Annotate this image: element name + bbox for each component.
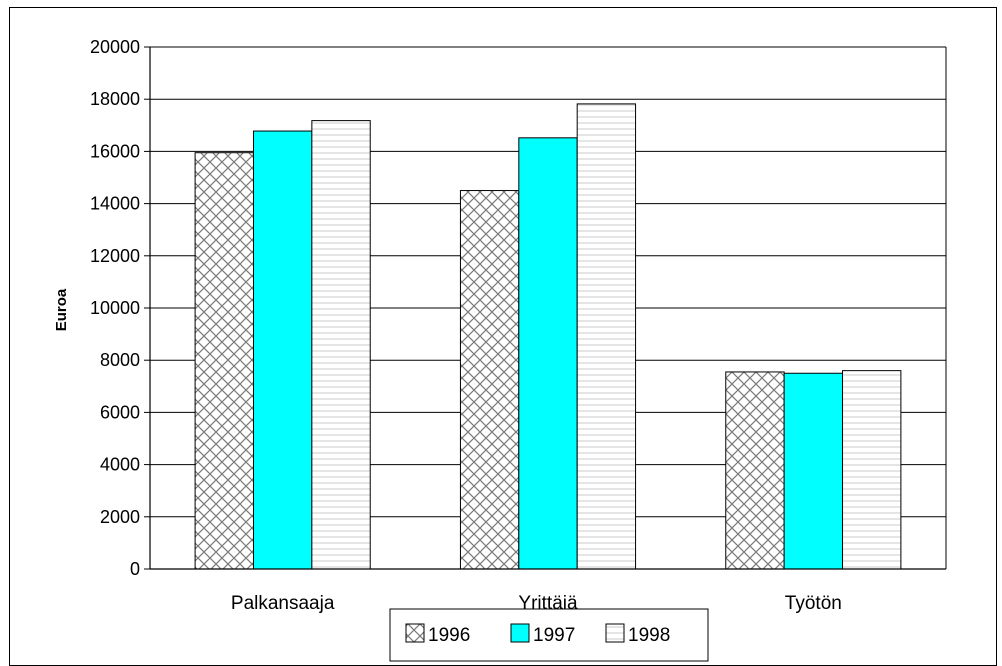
legend-box bbox=[389, 608, 709, 662]
y-axis-title: Euroa bbox=[53, 288, 70, 331]
bar-1996 bbox=[725, 371, 785, 570]
y-tick-label: 18000 bbox=[90, 89, 140, 109]
y-tick-label: 6000 bbox=[100, 402, 140, 422]
legend: 1996 1997 1998 bbox=[389, 608, 709, 662]
bar-1998 bbox=[576, 103, 637, 570]
y-tick-label: 0 bbox=[130, 559, 140, 579]
y-tick-label: 16000 bbox=[90, 141, 140, 161]
category-labels: Palkansaaja Yrittäjä Työtön bbox=[231, 593, 842, 614]
bar-1997 bbox=[783, 372, 844, 570]
bar-1996 bbox=[194, 152, 254, 570]
legend-swatch-1996 bbox=[405, 623, 425, 643]
bars bbox=[194, 103, 902, 570]
bar-1997 bbox=[252, 130, 313, 570]
legend-swatch-1998 bbox=[605, 623, 625, 643]
y-tick-label: 10000 bbox=[90, 298, 140, 318]
legend-swatch-1997 bbox=[510, 623, 530, 643]
y-tick-label: 20000 bbox=[90, 37, 140, 57]
legend-label: 1996 bbox=[428, 625, 470, 646]
category-label: Palkansaaja bbox=[231, 593, 335, 614]
y-tick-label: 12000 bbox=[90, 246, 140, 266]
y-tick-label: 2000 bbox=[100, 507, 140, 527]
bar-1996 bbox=[459, 190, 520, 570]
axes bbox=[149, 47, 947, 570]
legend-label: 1998 bbox=[628, 625, 670, 646]
category-label: Työtön bbox=[785, 593, 842, 614]
y-tick-label: 14000 bbox=[90, 194, 140, 214]
bar-1997 bbox=[518, 137, 578, 570]
bar-1998 bbox=[842, 370, 902, 570]
y-tick-label: 4000 bbox=[100, 455, 140, 475]
legend-label: 1997 bbox=[533, 625, 575, 646]
bar-1998 bbox=[311, 120, 371, 570]
y-tick-labels: 0 2000 4000 6000 8000 10000 12000 14000 16000 180… bbox=[90, 37, 140, 579]
y-tick-label: 8000 bbox=[100, 350, 140, 370]
